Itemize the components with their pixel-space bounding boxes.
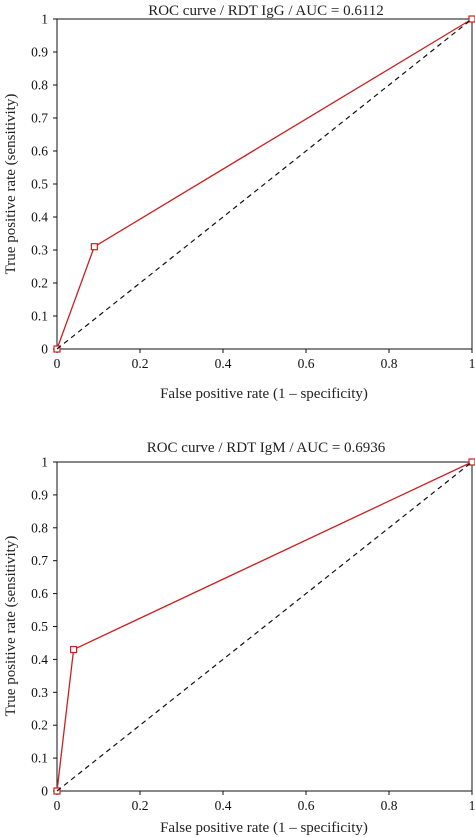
x-tick-label: 0 — [54, 798, 61, 813]
y-axis-label: True positive rate (sensitivity) — [3, 94, 19, 275]
x-axis-label: False positive rate (1 – specificity) — [160, 820, 368, 836]
x-tick-label: 0.6 — [298, 356, 315, 371]
y-tick-label: 1 — [41, 12, 48, 27]
y-tick-label: 0.4 — [31, 652, 48, 667]
y-tick-label: 0.8 — [31, 78, 48, 93]
y-tick-label: 0.2 — [31, 276, 48, 291]
roc-point — [468, 15, 475, 23]
y-tick-label: 0.3 — [31, 243, 48, 258]
y-tick-label: 0.6 — [31, 586, 48, 601]
x-tick-label: 0.2 — [132, 356, 149, 371]
x-tick-label: 0 — [54, 356, 61, 371]
reference-diagonal-line — [56, 461, 473, 792]
y-tick-label: 0.3 — [31, 685, 48, 700]
y-tick-label: 0.9 — [31, 487, 48, 502]
reference-diagonal-line — [56, 18, 473, 350]
x-tick-label: 0.2 — [132, 798, 149, 813]
y-axis-label: True positive rate (sensitivity) — [3, 536, 19, 717]
y-tick-label: 0.7 — [31, 553, 48, 568]
y-tick-label: 0.4 — [31, 210, 48, 225]
x-tick-label: 0.6 — [298, 798, 315, 813]
y-tick-label: 0 — [41, 342, 48, 357]
y-tick-label: 0.7 — [31, 111, 48, 126]
y-tick-label: 0.5 — [31, 619, 48, 634]
y-tick-label: 0.5 — [31, 177, 48, 192]
roc-point — [468, 458, 475, 466]
y-tick-label: 0.8 — [31, 520, 48, 535]
roc-point — [69, 645, 78, 654]
chart-title: ROC curve / RDT IgG / AUC = 0.6112 — [148, 3, 384, 19]
y-tick-label: 0.1 — [31, 751, 48, 766]
x-tick-label: 0.8 — [381, 356, 398, 371]
y-tick-label: 0.9 — [31, 45, 48, 60]
plot-area: 0 0.1 0.2 0.3 0.4 0.5 0.6 0.7 0.8 0.9 1 0 0.2 0.4 0.6 0… — [31, 12, 475, 371]
y-tick-label: 0 — [41, 784, 48, 799]
roc-chart-igg: ROC curve / RDT IgG / AUC = 0.6112 True … — [3, 3, 475, 402]
plot-area: 0 0.1 0.2 0.3 0.4 0.5 0.6 0.7 0.8 0.9 1 0 0.2 0.4 0.6 0… — [31, 455, 475, 813]
x-tick-label: 0.4 — [215, 798, 232, 813]
roc-point — [90, 243, 98, 251]
x-tick-label: 0.8 — [381, 798, 398, 813]
x-tick-label: 1 — [469, 356, 475, 371]
y-tick-label: 0.6 — [31, 144, 48, 159]
roc-chart-igm: ROC curve / RDT IgM / AUC = 0.6936 True … — [3, 440, 475, 836]
y-tick-label: 1 — [41, 455, 48, 470]
x-tick-label: 1 — [469, 798, 475, 813]
x-tick-label: 0.4 — [215, 356, 232, 371]
x-axis-label: False positive rate (1 – specificity) — [160, 386, 368, 402]
chart-title: ROC curve / RDT IgM / AUC = 0.6936 — [147, 440, 386, 456]
y-tick-label: 0.1 — [31, 309, 48, 324]
y-tick-label: 0.2 — [31, 718, 48, 733]
